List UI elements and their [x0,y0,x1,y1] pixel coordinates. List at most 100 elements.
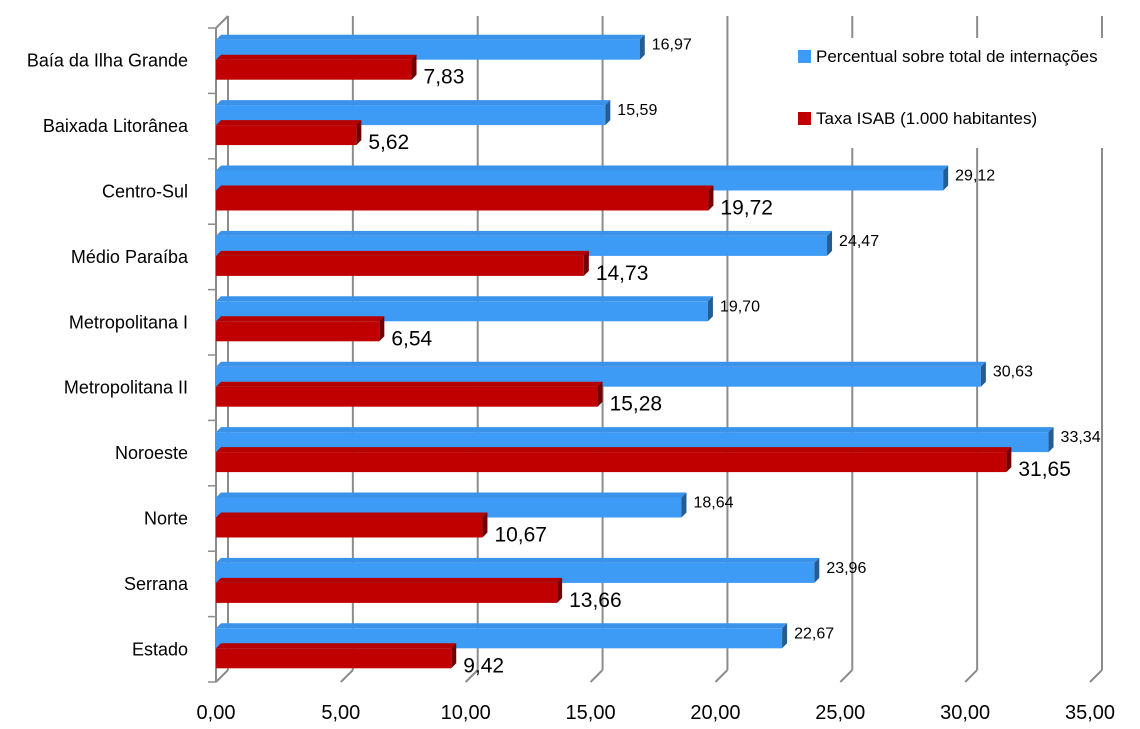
bar-top-face [216,447,1012,453]
floor-gridline [465,669,479,683]
bar-front-face [216,452,1007,473]
data-label: 15,28 [610,393,663,416]
bar-top-face [216,361,986,367]
floor-gridline [340,669,354,683]
bar-side-face [1048,427,1054,453]
x-tick-label: 5,00 [321,702,360,724]
bar-top-face [216,381,603,387]
bar-side-face [943,165,949,191]
data-label: 18,64 [693,495,733,512]
bar-side-face [708,185,714,211]
bar-front-face [216,59,412,80]
bar-side-face [583,250,589,276]
category-label: Serrana [124,574,189,594]
data-label: 31,65 [1018,458,1071,481]
floor-gridline [589,669,604,683]
bar-top-face [216,557,820,563]
bar-top-face [216,250,589,256]
bar-front-face [216,125,357,146]
data-label: 9,42 [463,654,504,677]
data-labels: 16,97 7,83 15,59 5,62 29,12 19,72 24,47 14,73 19… [368,37,1100,678]
data-label: 19,70 [720,298,760,315]
bar-top-face [216,296,713,302]
data-label: 33,34 [1061,429,1101,446]
category-label: Metropolitana I [69,312,188,332]
bar-top-face [216,427,1054,433]
category-label: Médio Paraíba [71,247,189,267]
data-label: 29,12 [955,168,995,185]
bar-side-face [1006,447,1012,473]
bar-front-face [216,648,452,669]
data-label: 23,96 [826,560,866,577]
data-label: 19,72 [720,197,773,220]
bar-front-face [216,255,584,276]
category-label: Noroeste [115,443,188,463]
data-label: 16,97 [652,37,692,54]
category-label: Estado [132,639,188,659]
bar [216,577,563,603]
data-label: 30,63 [993,364,1033,381]
bar [216,447,1012,473]
category-label: Norte [144,509,188,529]
legend-background [790,38,1140,148]
bar-side-face [980,361,986,387]
bar-top-face [216,100,611,106]
bar-side-face [827,230,833,256]
bar-side-face [605,100,611,126]
category-label: Baixada Litorânea [43,116,189,136]
data-label: 24,47 [839,233,879,250]
data-label: 22,67 [794,625,834,642]
legend-entry: Percentual sobre total de internações [816,47,1098,66]
bar-side-face [639,34,645,60]
bar [216,54,417,80]
category-label: Metropolitana II [64,378,188,398]
x-tick-label: 35,00 [1065,702,1115,724]
bar-top-face [216,492,687,498]
floor-gridline [215,669,229,683]
bar-front-face [216,190,709,211]
bar-top-face [216,120,362,126]
tick-labels: Baía da Ilha Grande Baixada Litorânea Cent… [27,51,1115,724]
bar-top-face [216,316,385,322]
bar-front-face [216,582,558,603]
bar-top-face [216,34,645,40]
floor-gridline [839,669,853,683]
bar-side-face [451,643,457,669]
data-label: 5,62 [368,131,409,154]
bar [216,185,714,211]
x-tick-label: 10,00 [441,702,491,724]
bar-top-face [216,185,714,191]
data-label: 15,59 [617,102,657,119]
category-label: Baía da Ilha Grande [27,51,188,71]
legend-swatch [798,50,811,63]
floor-gridline [964,669,978,683]
bar-side-face [482,512,488,538]
bar-front-face [216,321,380,342]
bar-top-face [216,230,833,236]
x-tick-label: 25,00 [815,702,865,724]
data-label: 13,66 [569,589,622,612]
bars [216,34,1054,669]
bar-side-face [707,296,713,322]
legend-entry: Taxa ISAB (1.000 habitantes) [816,109,1037,128]
bar-side-face [379,316,385,342]
y-axis-top-edge [215,15,229,29]
bar [216,381,603,407]
bar-side-face [356,120,362,146]
bar-top-face [216,577,563,583]
x-tick-label: 30,00 [940,702,990,724]
bar-front-face [216,517,483,538]
bar [216,120,362,146]
data-label: 6,54 [391,327,432,350]
data-label: 10,67 [494,524,547,547]
bar-front-face [216,386,598,407]
floor-gridline [714,669,729,683]
data-label: 7,83 [424,66,465,89]
legend-swatch [798,112,811,125]
bar-side-face [597,381,603,407]
bar [216,643,457,669]
bar-top-face [216,165,949,171]
bar [216,250,589,276]
